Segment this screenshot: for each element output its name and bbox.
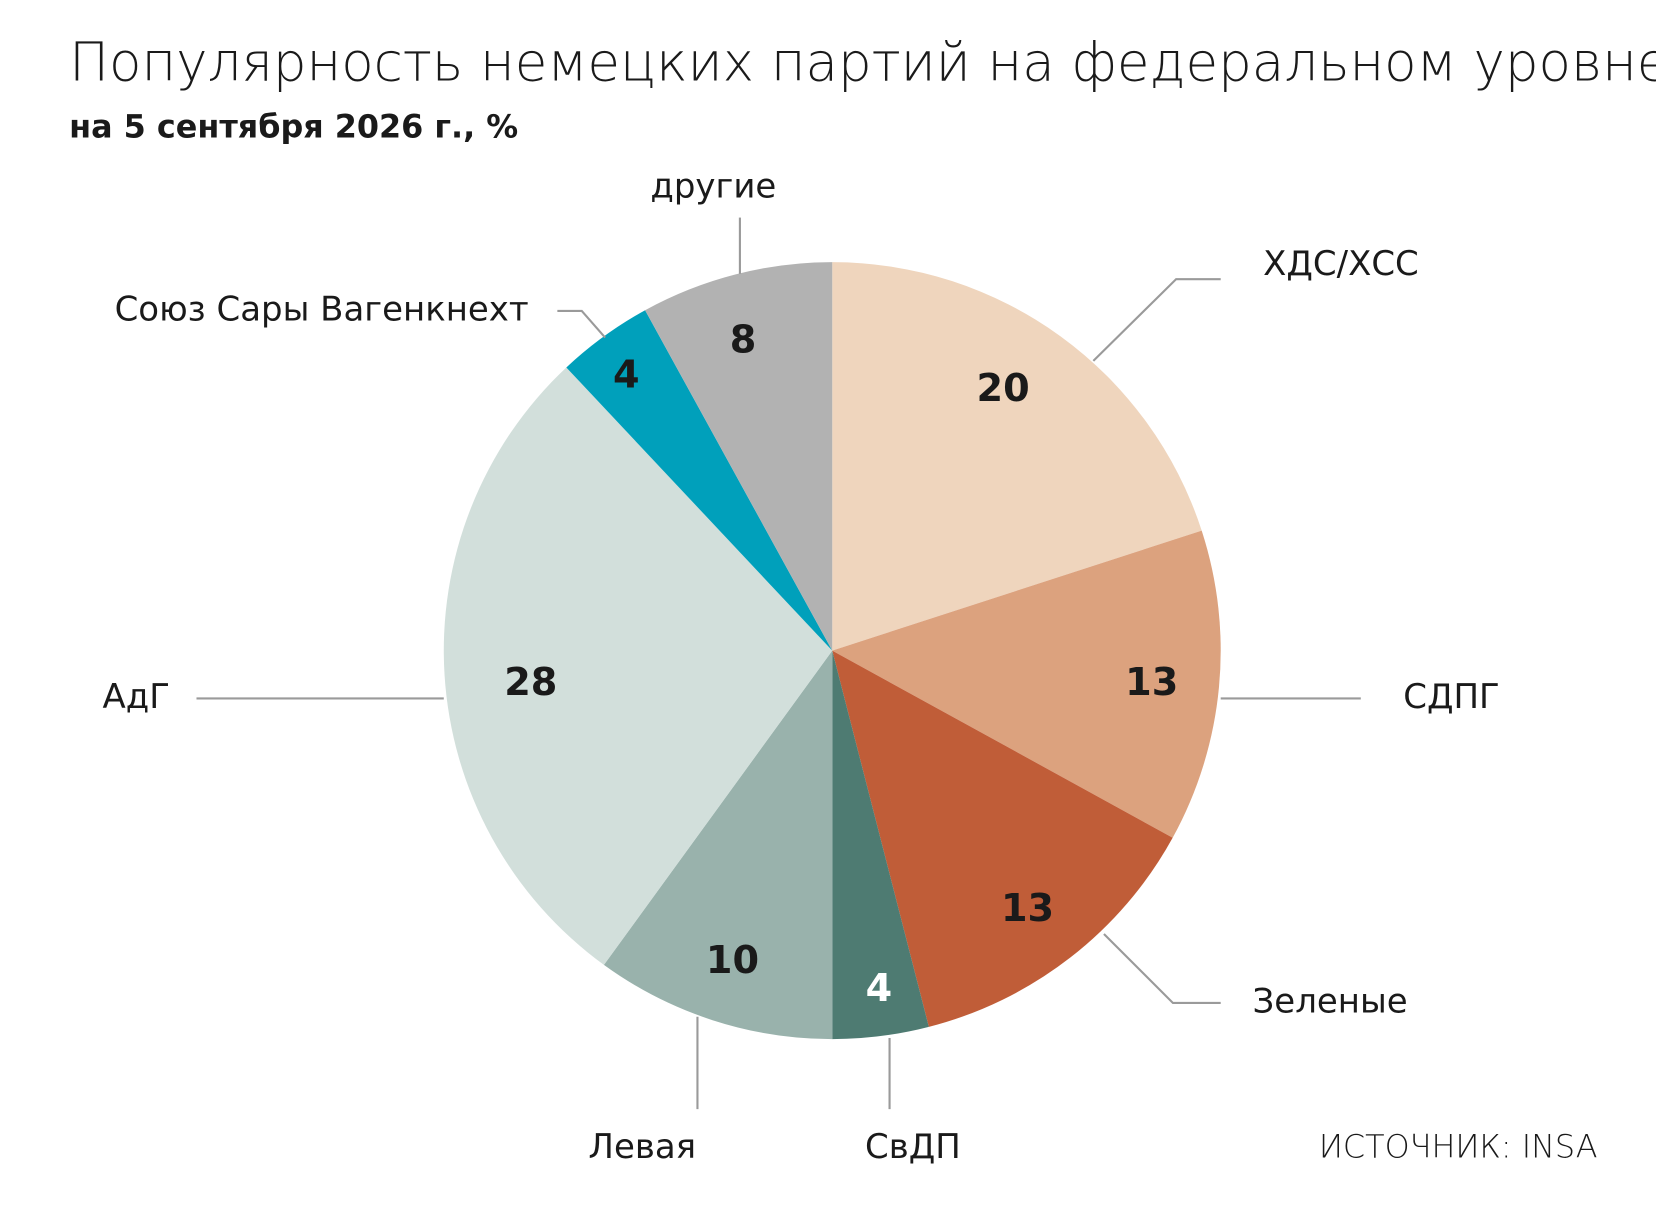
category-label: АдГ	[103, 677, 170, 717]
source: ИСТОЧНИК: INSA	[1319, 1127, 1598, 1165]
pie-slice	[832, 262, 1202, 651]
pie-slice	[832, 530, 1221, 838]
category-label: ХДС/ХСС	[1263, 244, 1419, 284]
pie-slice	[832, 650, 1173, 1027]
value-label: 4	[866, 967, 893, 1011]
leader-line	[1103, 933, 1221, 1005]
chart-title: Популярность немецких партий на федераль…	[69, 32, 1656, 94]
category-label: Зеленые	[1253, 981, 1408, 1021]
pie-slice	[603, 650, 833, 1040]
value-label: 4	[613, 353, 640, 397]
leader-line	[557, 309, 606, 339]
value-label: 28	[504, 661, 557, 705]
value-label: 10	[706, 939, 759, 983]
leader-line	[1092, 278, 1221, 362]
pie-slice	[832, 650, 929, 1040]
pie-slice	[645, 262, 833, 651]
category-label: Левая	[588, 1127, 696, 1167]
value-label: 13	[1125, 661, 1178, 705]
category-label: СДПГ	[1403, 677, 1499, 717]
category-label: другие	[650, 166, 776, 206]
pie-slice	[443, 367, 833, 965]
value-label: 13	[1001, 887, 1054, 931]
value-label: 8	[730, 318, 757, 362]
category-label: Союз Сары Вагенкнехт	[115, 289, 529, 329]
value-label: 20	[977, 367, 1030, 411]
leader-lines	[196, 217, 1361, 1110]
category-label: СвДП	[865, 1127, 961, 1167]
pie-slice	[566, 310, 833, 651]
chart-subtitle: на 5 сентября 2026 г., %	[69, 107, 518, 145]
